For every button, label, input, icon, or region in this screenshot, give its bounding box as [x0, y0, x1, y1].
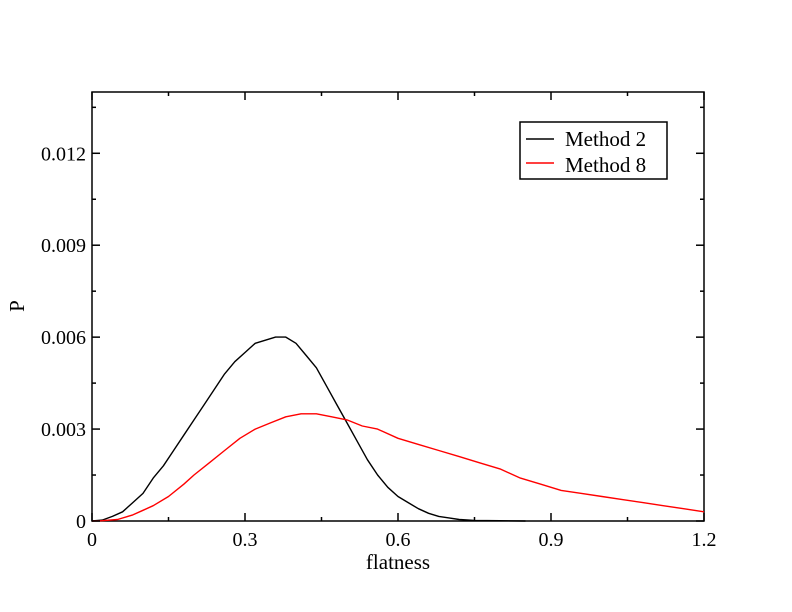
x-tick-label: 1.2 [692, 529, 717, 551]
x-tick-label: 0.3 [233, 529, 258, 551]
series-line-2 [91, 413, 705, 522]
legend-box [519, 121, 668, 180]
legend-label-method-8: Method 8 [565, 153, 646, 177]
legend-label-method-2: Method 2 [565, 127, 646, 151]
x-tick-label: 0 [87, 529, 97, 551]
y-tick-label: 0.006 [41, 327, 86, 349]
x-tick-label: 0.6 [386, 529, 411, 551]
x-axis-ticks: 0 0.3 0.6 0.9 1.2 [87, 92, 717, 551]
x-axis-label: flatness [366, 550, 430, 574]
y-tick-label: 0.003 [41, 419, 86, 441]
y-tick-label: 0 [76, 511, 86, 533]
y-axis-label: P [5, 300, 29, 312]
series-layer [91, 336, 705, 522]
y-axis-ticks: 0 0.003 0.006 0.009 0.012 [41, 106, 704, 533]
series-line-1 [91, 336, 526, 522]
x-tick-label: 0.9 [539, 529, 564, 551]
legend: Method 2 Method 8 [519, 121, 668, 180]
y-tick-label: 0.012 [41, 143, 86, 165]
y-tick-label: 0.009 [41, 235, 86, 257]
